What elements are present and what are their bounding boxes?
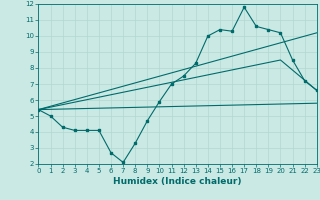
X-axis label: Humidex (Indice chaleur): Humidex (Indice chaleur) [113,177,242,186]
